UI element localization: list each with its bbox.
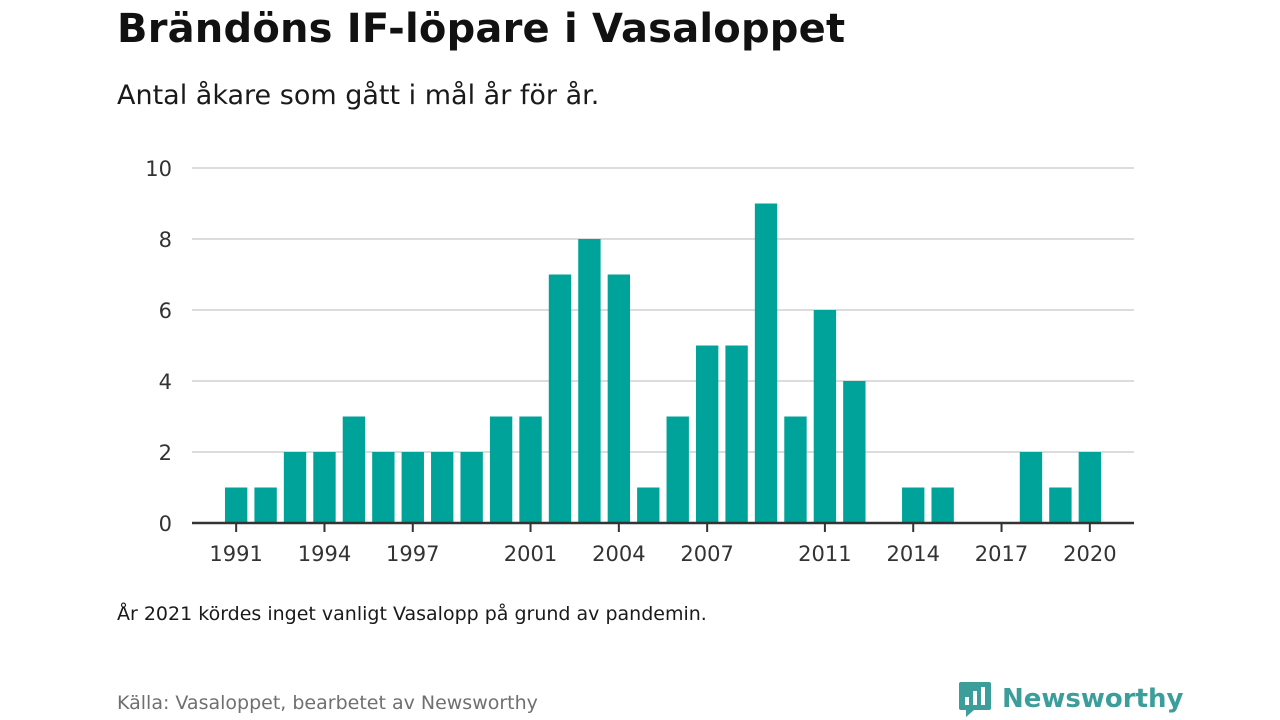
x-tick-label: 2001 — [504, 542, 557, 566]
chart-title: Brändöns IF-löpare i Vasaloppet — [117, 6, 846, 52]
brand-name: Newsworthy — [1002, 684, 1184, 714]
y-tick-label: 4 — [159, 370, 172, 394]
bar — [1078, 452, 1102, 523]
bar-chart: 0 2 4 6 8 10 1991 1994 1997 2001 2004 2007 2011 2014… — [145, 157, 1134, 566]
y-tick-label: 0 — [159, 512, 172, 536]
bar — [578, 239, 601, 523]
bar — [666, 416, 689, 523]
x-tick-label: 2011 — [798, 542, 851, 566]
bar — [931, 487, 954, 523]
y-tick-labels: 0 2 4 6 8 10 — [145, 157, 172, 536]
newsworthy-logo-icon — [959, 682, 991, 717]
bar — [607, 274, 631, 523]
bars — [224, 203, 1102, 523]
x-tick-label: 1991 — [209, 542, 262, 566]
x-tick-label: 2007 — [680, 542, 733, 566]
bar — [283, 452, 307, 523]
bar — [843, 381, 866, 523]
bar — [342, 416, 366, 523]
bar — [254, 487, 277, 523]
y-tick-label: 6 — [159, 299, 172, 323]
bar — [401, 452, 424, 523]
x-tick-label: 1997 — [386, 542, 439, 566]
y-tick-label: 10 — [145, 157, 172, 181]
y-tick-label: 2 — [159, 441, 172, 465]
bar — [224, 487, 248, 523]
bar — [431, 452, 454, 523]
bar — [313, 452, 336, 523]
bar — [637, 487, 660, 523]
gridlines — [192, 167, 1134, 453]
x-axis — [192, 521, 1134, 532]
y-tick-label: 8 — [159, 228, 172, 252]
x-tick-label: 2020 — [1063, 542, 1116, 566]
x-tick-label: 1994 — [298, 542, 351, 566]
bar — [813, 310, 837, 523]
bar — [548, 274, 572, 523]
bar — [695, 345, 719, 523]
bar — [725, 345, 748, 523]
x-tick-labels: 1991 1994 1997 2001 2004 2007 2011 2014 2017 2020 — [209, 542, 1116, 566]
x-tick-label: 2014 — [886, 542, 939, 566]
newsworthy-logo[interactable]: Newsworthy — [958, 680, 1183, 718]
chart-note: År 2021 kördes inget vanligt Vasalopp på… — [117, 603, 707, 625]
source-credit: Källa: Vasaloppet, bearbetet av Newswort… — [117, 692, 538, 714]
x-tick-label: 2017 — [975, 542, 1028, 566]
bar — [372, 452, 395, 523]
x-tick-label: 2004 — [592, 542, 645, 566]
bar — [460, 452, 483, 523]
bar — [902, 487, 925, 523]
chart-subtitle: Antal åkare som gått i mål år för år. — [117, 80, 600, 111]
bar — [754, 203, 778, 523]
bar — [519, 416, 542, 523]
bar — [784, 416, 807, 523]
bar — [489, 416, 513, 523]
bar — [1019, 452, 1043, 523]
bar — [1049, 487, 1072, 523]
